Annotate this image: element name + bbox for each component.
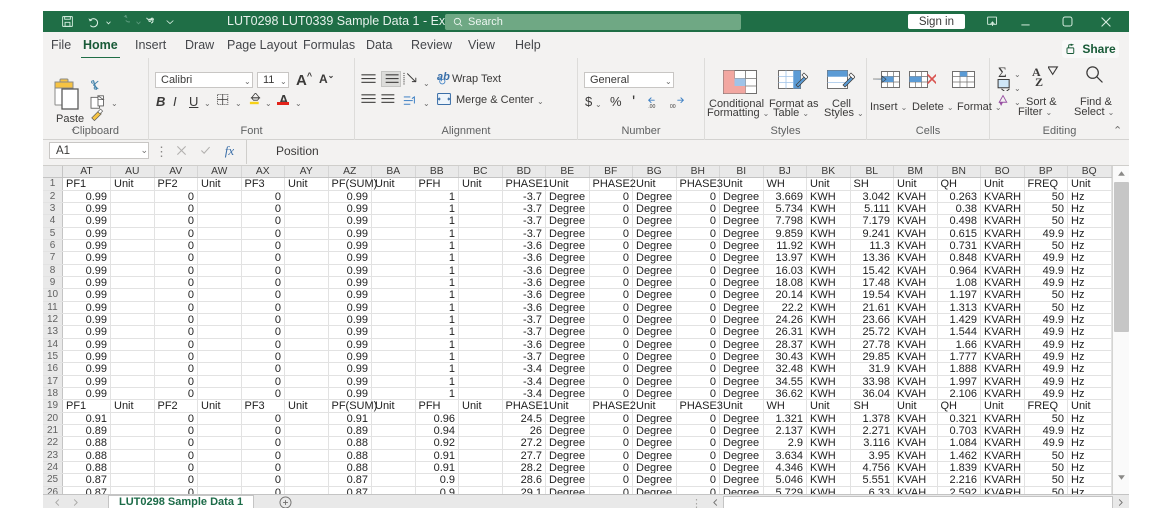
svg-text:00: 00 — [670, 104, 676, 108]
svg-text:.00: .00 — [648, 104, 655, 108]
